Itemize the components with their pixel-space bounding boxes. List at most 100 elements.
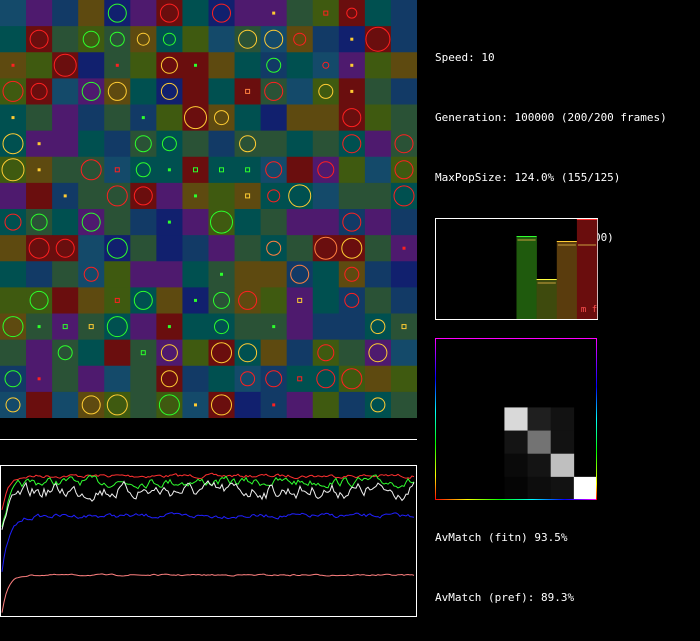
world-cell[interactable] <box>52 391 79 418</box>
world-cell[interactable] <box>390 78 417 106</box>
world-cell[interactable] <box>208 391 236 418</box>
world-cell[interactable] <box>130 339 157 367</box>
world-cell[interactable] <box>364 156 392 184</box>
world-cell[interactable] <box>338 156 366 184</box>
world-cell[interactable] <box>286 339 314 367</box>
world-cell[interactable] <box>234 391 262 418</box>
world-cell[interactable] <box>312 52 340 79</box>
world-cell[interactable] <box>130 313 157 341</box>
world-cell[interactable] <box>260 209 288 236</box>
world-cell[interactable] <box>156 365 183 393</box>
world-cell[interactable] <box>390 287 417 315</box>
world-cell[interactable] <box>390 261 417 288</box>
world-cell[interactable] <box>286 130 314 158</box>
world-cell[interactable] <box>104 156 131 184</box>
world-cell[interactable] <box>0 78 27 106</box>
world-cell[interactable] <box>52 261 79 288</box>
world-cell[interactable] <box>52 78 79 106</box>
world-cell[interactable] <box>234 182 262 210</box>
world-cell[interactable] <box>234 78 262 106</box>
world-cell[interactable] <box>286 313 314 341</box>
world-cell[interactable] <box>208 156 236 184</box>
world-cell[interactable] <box>312 130 340 158</box>
world-cell[interactable] <box>312 78 340 106</box>
world-cell[interactable] <box>390 365 417 393</box>
world-cell[interactable] <box>156 104 183 132</box>
world-cell[interactable] <box>338 182 366 210</box>
world-cell[interactable] <box>78 104 105 132</box>
world-cell[interactable] <box>104 130 131 158</box>
world-cell[interactable] <box>338 287 366 315</box>
world-cell[interactable] <box>286 287 314 315</box>
world-cell[interactable] <box>208 313 236 341</box>
world-cell[interactable] <box>364 26 392 53</box>
world-cell[interactable] <box>0 156 27 184</box>
world-cell[interactable] <box>78 156 105 184</box>
world-cell[interactable] <box>390 313 417 341</box>
world-cell[interactable] <box>234 0 262 27</box>
world-cell[interactable] <box>312 0 340 27</box>
world-cell[interactable] <box>182 78 209 106</box>
world-cell[interactable] <box>208 26 236 53</box>
world-cell[interactable] <box>26 52 53 79</box>
world-cell[interactable] <box>0 209 27 236</box>
world-cell[interactable] <box>182 313 209 341</box>
world-cell[interactable] <box>364 78 392 106</box>
world-cell[interactable] <box>312 156 340 184</box>
world-cell[interactable] <box>338 261 366 288</box>
world-cell[interactable] <box>78 287 105 315</box>
world-cell[interactable] <box>52 52 79 79</box>
world-cell[interactable] <box>234 209 262 236</box>
world-cell[interactable] <box>286 78 314 106</box>
world-cell[interactable] <box>26 104 53 132</box>
world-cell[interactable] <box>52 130 79 158</box>
world-cell[interactable] <box>156 182 183 210</box>
world-cell[interactable] <box>286 26 314 53</box>
world-cell[interactable] <box>78 130 105 158</box>
world-cell[interactable] <box>156 287 183 315</box>
world-cell[interactable] <box>338 235 366 262</box>
world-cell[interactable] <box>338 0 366 27</box>
world-cell[interactable] <box>234 130 262 158</box>
world-cell[interactable] <box>104 313 131 341</box>
world-cell[interactable] <box>26 209 53 236</box>
world-cell[interactable] <box>390 209 417 236</box>
world-cell[interactable] <box>156 235 183 262</box>
world-cell[interactable] <box>78 313 105 341</box>
world-cell[interactable] <box>286 235 314 262</box>
world-cell[interactable] <box>390 339 417 367</box>
world-cell[interactable] <box>104 365 131 393</box>
world-cell[interactable] <box>156 391 183 418</box>
world-cell[interactable] <box>78 365 105 393</box>
world-cell[interactable] <box>52 313 79 341</box>
world-cell[interactable] <box>364 0 392 27</box>
world-cell[interactable] <box>234 235 262 262</box>
world-cell[interactable] <box>234 52 262 79</box>
world-cell[interactable] <box>208 78 236 106</box>
world-cell[interactable] <box>130 261 157 288</box>
world-cell[interactable] <box>78 52 105 79</box>
world-cell[interactable] <box>208 235 236 262</box>
world-cell[interactable] <box>182 339 209 367</box>
world-cell[interactable] <box>286 104 314 132</box>
world-cell[interactable] <box>130 209 157 236</box>
world-cell[interactable] <box>364 104 392 132</box>
world-cell[interactable] <box>364 391 392 418</box>
world-cell[interactable] <box>234 104 262 132</box>
world-cell[interactable] <box>390 182 417 210</box>
world-cell[interactable] <box>0 26 27 53</box>
world-cell[interactable] <box>0 287 27 315</box>
world-cell[interactable] <box>260 156 288 184</box>
world-cell[interactable] <box>312 313 340 341</box>
world-cell[interactable] <box>312 261 340 288</box>
world-cell[interactable] <box>130 365 157 393</box>
world-cell[interactable] <box>182 235 209 262</box>
world-cell[interactable] <box>130 235 157 262</box>
world-cell[interactable] <box>130 78 157 106</box>
world-cell[interactable] <box>104 261 131 288</box>
world-cell[interactable] <box>52 287 79 315</box>
world-cell[interactable] <box>364 287 392 315</box>
world-cell[interactable] <box>208 287 236 315</box>
world-cell[interactable] <box>156 26 183 53</box>
world-cell[interactable] <box>286 365 314 393</box>
